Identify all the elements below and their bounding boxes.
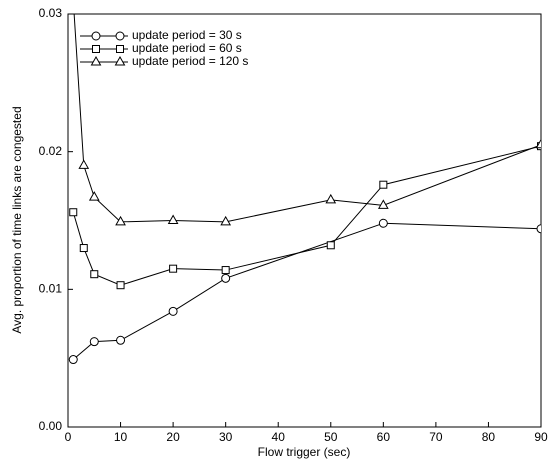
point xyxy=(88,191,100,201)
point xyxy=(68,355,78,365)
plot-area xyxy=(68,0,541,365)
legend-marker xyxy=(92,45,100,53)
legend-label: update period = 60 s xyxy=(132,41,242,55)
point xyxy=(221,273,231,283)
point xyxy=(89,337,99,347)
x-tick-label: 30 xyxy=(219,430,233,444)
point xyxy=(220,215,232,226)
x-tick-label: 70 xyxy=(429,430,443,444)
x-tick-label: 20 xyxy=(166,430,180,444)
x-tick-label: 50 xyxy=(324,430,338,444)
point xyxy=(326,241,335,250)
legend-marker xyxy=(116,45,124,53)
legend-marker xyxy=(114,55,126,66)
x-tick-label: 10 xyxy=(114,430,128,444)
point xyxy=(221,266,230,275)
y-axis-label: Avg. proportion of time links are conges… xyxy=(10,106,24,333)
series-line xyxy=(72,145,541,286)
point xyxy=(167,214,179,224)
point xyxy=(116,281,125,290)
point xyxy=(325,193,337,204)
point xyxy=(78,159,90,169)
point xyxy=(79,244,88,253)
point xyxy=(116,335,126,345)
x-axis-label: Flow trigger (sec) xyxy=(258,445,351,459)
x-tick-label: 80 xyxy=(482,430,496,444)
point xyxy=(378,218,388,228)
point xyxy=(377,199,389,209)
point xyxy=(168,306,178,316)
series-line xyxy=(72,222,541,360)
y-tick-label: 0.00 xyxy=(39,419,63,433)
point xyxy=(90,270,99,279)
legend-marker xyxy=(90,55,102,66)
legend-marker xyxy=(91,31,101,41)
x-tick-label: 60 xyxy=(377,430,391,444)
point xyxy=(69,0,78,3)
legend-label: update period = 30 s xyxy=(132,28,242,42)
point xyxy=(535,138,541,149)
point xyxy=(69,208,78,217)
point xyxy=(115,215,126,226)
y-tick-label: 0.03 xyxy=(39,6,63,20)
point xyxy=(169,264,178,273)
legend-label: update period = 120 s xyxy=(132,54,248,68)
point xyxy=(379,180,388,189)
x-tick-label: 40 xyxy=(272,430,286,444)
legend-marker xyxy=(115,31,125,41)
y-tick-label: 0.02 xyxy=(39,144,63,158)
y-tick-label: 0.01 xyxy=(39,282,63,296)
plot-frame xyxy=(67,13,542,428)
x-tick-label: 0 xyxy=(65,430,72,444)
point xyxy=(536,224,541,234)
x-tick-label: 90 xyxy=(534,430,548,444)
